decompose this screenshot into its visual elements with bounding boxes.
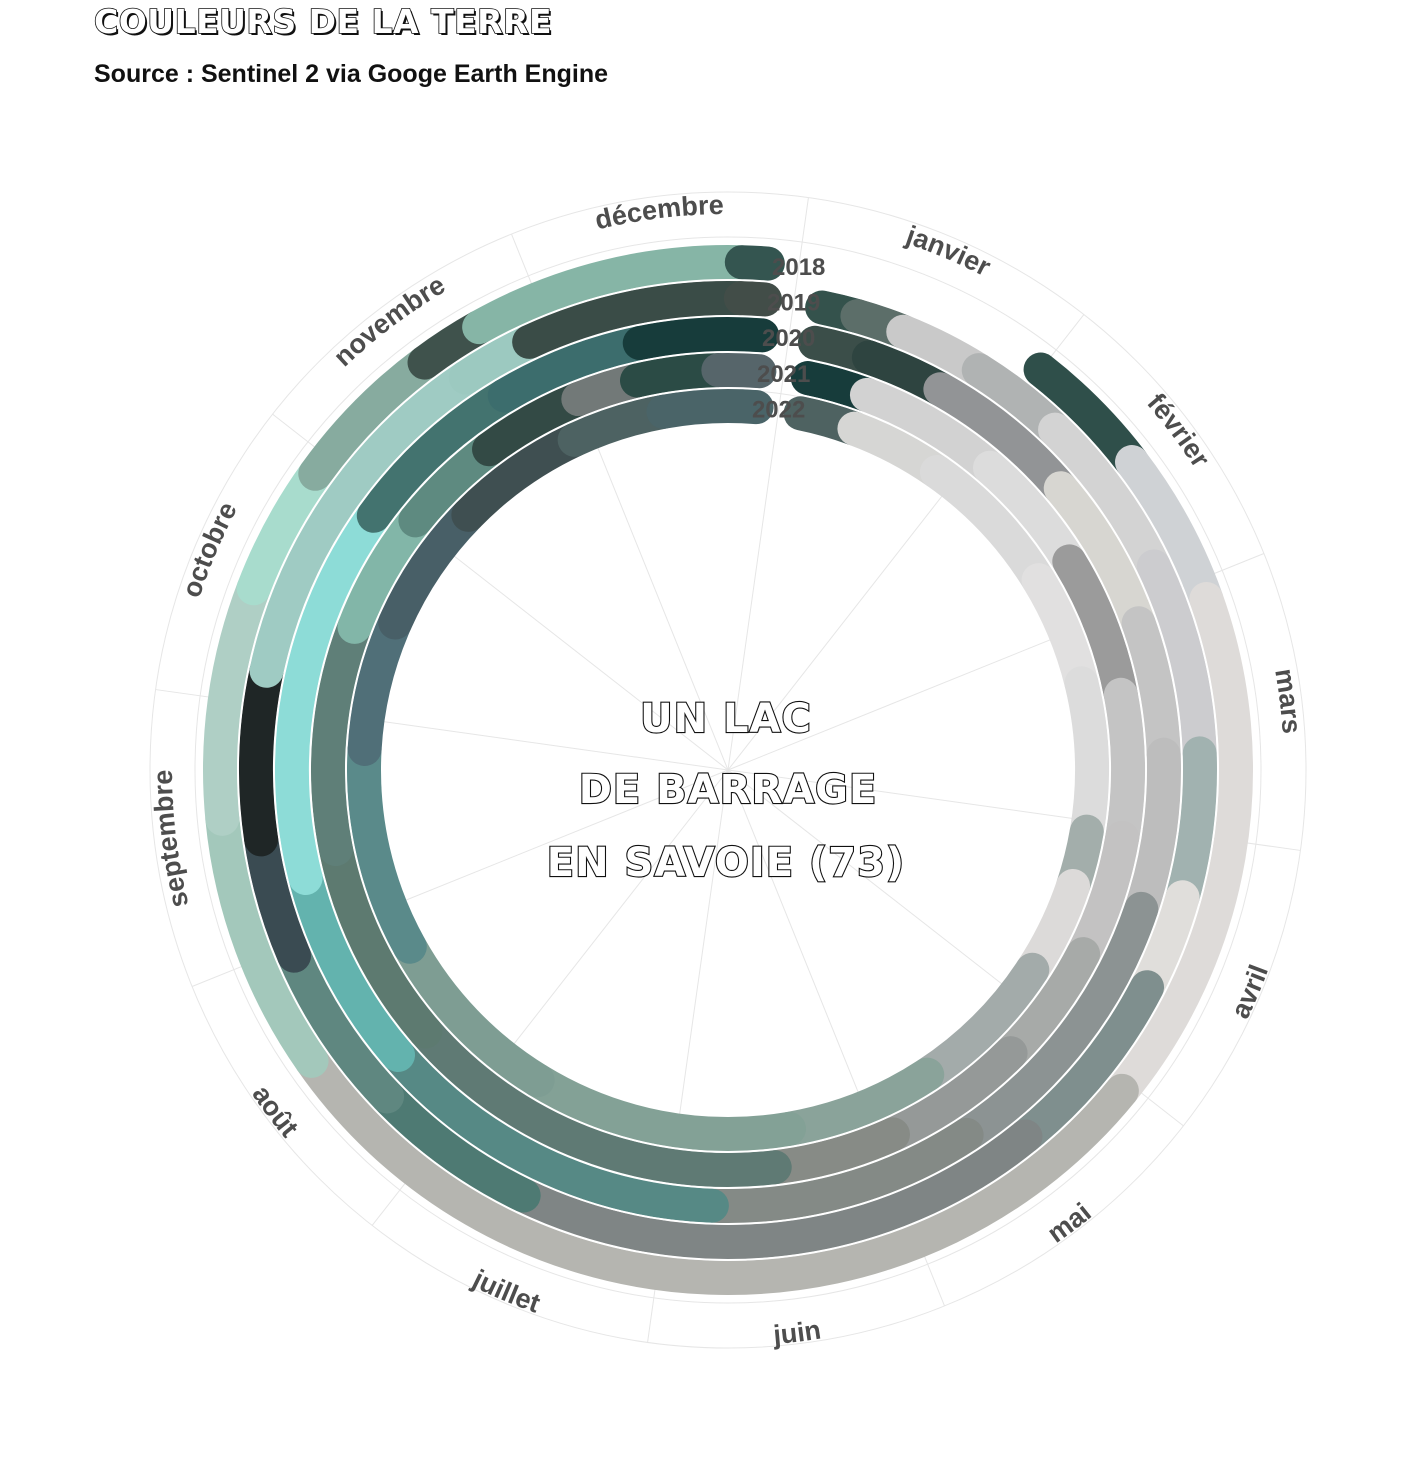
month-label: septembre [148, 770, 194, 911]
ring-2018 [203, 245, 1253, 1295]
ring-segment [646, 389, 774, 429]
ring-segment [462, 245, 759, 345]
ring-separator [345, 387, 1111, 1153]
grid-circle [194, 236, 1262, 1304]
ring-segment [288, 860, 416, 1072]
year-label: 2022 [752, 397, 805, 424]
year-label: 2018 [772, 254, 825, 281]
ring-segment [622, 317, 780, 361]
ring-segment [506, 1119, 1043, 1259]
year-label: 2019 [767, 290, 820, 317]
month-label: février [1141, 388, 1216, 473]
ring-separator [237, 279, 1219, 1261]
ring-2021 [311, 353, 1145, 1187]
grid-circle [149, 191, 1307, 1349]
month-label: octobre [176, 497, 243, 601]
ring-segment [356, 378, 522, 533]
ring-segment [275, 498, 391, 895]
ring-segment [203, 571, 271, 836]
ring-segment [311, 609, 372, 867]
ring-segment [723, 281, 783, 317]
ring-segment [949, 891, 1159, 1152]
ring-separator [309, 351, 1147, 1189]
ring-segment [1165, 736, 1217, 915]
ring-2022 [347, 389, 1109, 1151]
center-text: UN LAC DE BARRAGE EN SAVOIE (73) [546, 695, 906, 887]
month-label: juin [771, 1315, 823, 1351]
grid-spoke [727, 197, 809, 771]
month-label: mars [1269, 666, 1307, 734]
ring-segment [381, 1037, 729, 1223]
ring-segment [294, 1043, 1139, 1295]
month-label: juillet [467, 1263, 544, 1318]
ring-segment [347, 605, 413, 766]
ring-segment [520, 1063, 807, 1151]
ring-segment [1103, 677, 1145, 855]
ring-segment [1104, 582, 1253, 1108]
chart-subtitle: Source : Sentinel 2 via Googe Earth Engi… [94, 60, 609, 88]
ring-segment [724, 245, 785, 281]
ring-segment [249, 360, 483, 688]
ring-segment [318, 832, 443, 1049]
ring-separator [273, 315, 1183, 1225]
ring-segment [1008, 970, 1165, 1154]
ring-segment [408, 1014, 792, 1187]
ring-segment [392, 929, 555, 1098]
center-line-2: DE BARRAGE [579, 767, 878, 813]
month-label: janvier [902, 220, 996, 283]
ring-segment [1136, 549, 1217, 771]
ring-segment [701, 353, 777, 389]
month-label: mai [1042, 1197, 1097, 1249]
month-label: décembre [592, 190, 724, 235]
center-line-1: UN LAC [640, 696, 812, 742]
year-label: 2021 [757, 361, 810, 388]
chart-title: COULEURS DE LA TERRE [93, 1, 552, 42]
month-label: août [246, 1080, 304, 1143]
ring-segment [1064, 666, 1109, 849]
ring-2020 [275, 317, 1181, 1223]
ring-segment [347, 731, 427, 964]
ring-segment [205, 801, 329, 1078]
month-label: avril [1225, 961, 1274, 1023]
year-labels: 2018 2019 2020 2021 2022 [752, 254, 825, 424]
ring-2019 [239, 281, 1217, 1259]
ring-segment [239, 653, 284, 857]
ring-segment [694, 1117, 984, 1223]
rings [203, 245, 1253, 1295]
year-label: 2020 [762, 325, 815, 352]
ring-segment [512, 281, 758, 359]
center-line-3: EN SAVOIE (73) [547, 840, 905, 886]
